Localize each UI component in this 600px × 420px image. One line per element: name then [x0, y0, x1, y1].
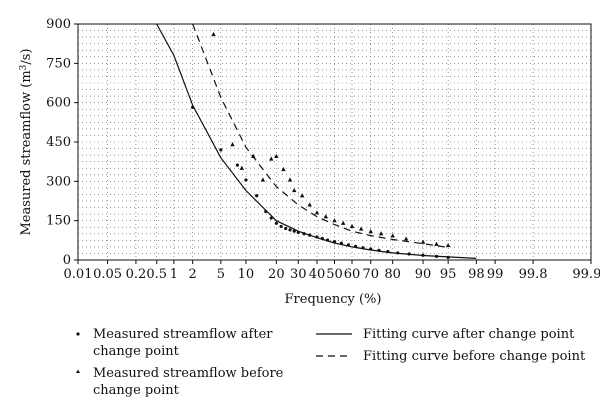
point-before	[403, 236, 409, 241]
legend: Measured streamflow after change point M…	[76, 327, 586, 398]
fitting-curve-before	[192, 23, 449, 248]
x-tick-label: 90	[415, 267, 432, 282]
x-tick-label: 40	[309, 267, 326, 282]
x-tick-label: 20	[268, 267, 285, 282]
point-after	[219, 148, 223, 152]
point-before	[299, 193, 305, 198]
y-axis-title-main: Measured streamflow (m	[19, 70, 34, 235]
y-axis-title: Measured streamflow (m3/s)	[19, 48, 34, 235]
point-before	[340, 220, 346, 225]
x-tick-label: 80	[384, 267, 401, 282]
y-axis-title-tail: /s)	[19, 48, 34, 64]
point-after	[235, 163, 239, 167]
point-before	[269, 156, 274, 161]
point-before	[307, 202, 312, 207]
y-tick-label: 600	[46, 96, 71, 111]
point-before	[211, 31, 216, 37]
legend-after-points-line2: change point	[93, 344, 180, 359]
point-before	[349, 223, 355, 229]
point-before	[323, 214, 329, 219]
point-after	[288, 228, 292, 232]
x-tick-label: 99	[487, 267, 504, 282]
x-tick-label: 5	[217, 267, 225, 282]
x-tick-label: 50	[326, 267, 343, 282]
point-before	[332, 218, 337, 223]
point-after	[292, 229, 296, 233]
fitting-curve-after	[156, 23, 477, 259]
x-axis-ticks: 0.01 0.05 0.2 0.5 1 2 5 10 20 30 40 50 60 70 80 90 95 98 9…	[64, 260, 600, 282]
x-tick-label: 0.05	[93, 267, 122, 282]
point-before	[358, 226, 364, 231]
y-tick-label: 150	[46, 214, 71, 229]
point-before	[390, 233, 395, 238]
y-tick-label: 750	[46, 56, 71, 71]
legend-after-points-line1: Measured streamflow after	[93, 327, 273, 342]
point-before	[260, 177, 266, 182]
point-after	[284, 226, 288, 231]
x-tick-label: 0.01	[64, 267, 93, 282]
x-tick-label: 2	[189, 267, 197, 282]
x-tick-label: 1	[170, 267, 178, 282]
grid	[78, 24, 591, 260]
x-tick-label: 0.5	[146, 267, 167, 282]
x-tick-label: 98	[468, 267, 485, 282]
x-axis-title: Frequency (%)	[285, 292, 382, 307]
x-tick-label: 95	[440, 267, 457, 282]
point-before	[239, 165, 245, 170]
y-axis-title-sup: 3	[19, 64, 29, 70]
x-tick-label: 99.99	[572, 267, 600, 282]
point-after	[255, 194, 259, 198]
point-before	[378, 231, 384, 236]
point-before	[230, 142, 235, 147]
point-after	[274, 221, 278, 225]
point-before	[314, 210, 320, 215]
point-after	[244, 178, 248, 182]
x-tick-label: 30	[290, 267, 307, 282]
x-tick-label: 0.2	[126, 267, 147, 282]
point-before	[292, 187, 297, 193]
point-after	[279, 224, 283, 229]
y-axis-ticks: 0 150 300 450 600 750 900	[46, 17, 78, 268]
y-tick-label: 0	[63, 253, 71, 268]
legend-before-points-line1: Measured streamflow before	[93, 366, 284, 381]
legend-before-curve-label: Fitting curve before change point	[363, 349, 586, 364]
point-before	[287, 177, 293, 182]
x-tick-label: 10	[238, 267, 255, 282]
legend-before-points-line2: change point	[93, 383, 180, 398]
legend-after-points-marker	[76, 332, 80, 336]
point-before	[274, 153, 279, 159]
point-before	[420, 239, 426, 244]
point-before	[434, 241, 439, 246]
point-before	[368, 229, 373, 234]
x-tick-label: 60	[344, 267, 361, 282]
point-before	[281, 166, 286, 172]
x-tick-label: 70	[362, 267, 379, 282]
point-before	[445, 242, 451, 248]
y-tick-label: 450	[46, 135, 71, 150]
series-layer	[156, 23, 477, 259]
legend-after-curve-label: Fitting curve after change point	[363, 327, 575, 342]
y-tick-label: 300	[46, 174, 71, 189]
legend-before-points-marker	[76, 369, 80, 373]
x-tick-label: 99.8	[519, 267, 548, 282]
y-tick-label: 900	[46, 17, 71, 32]
